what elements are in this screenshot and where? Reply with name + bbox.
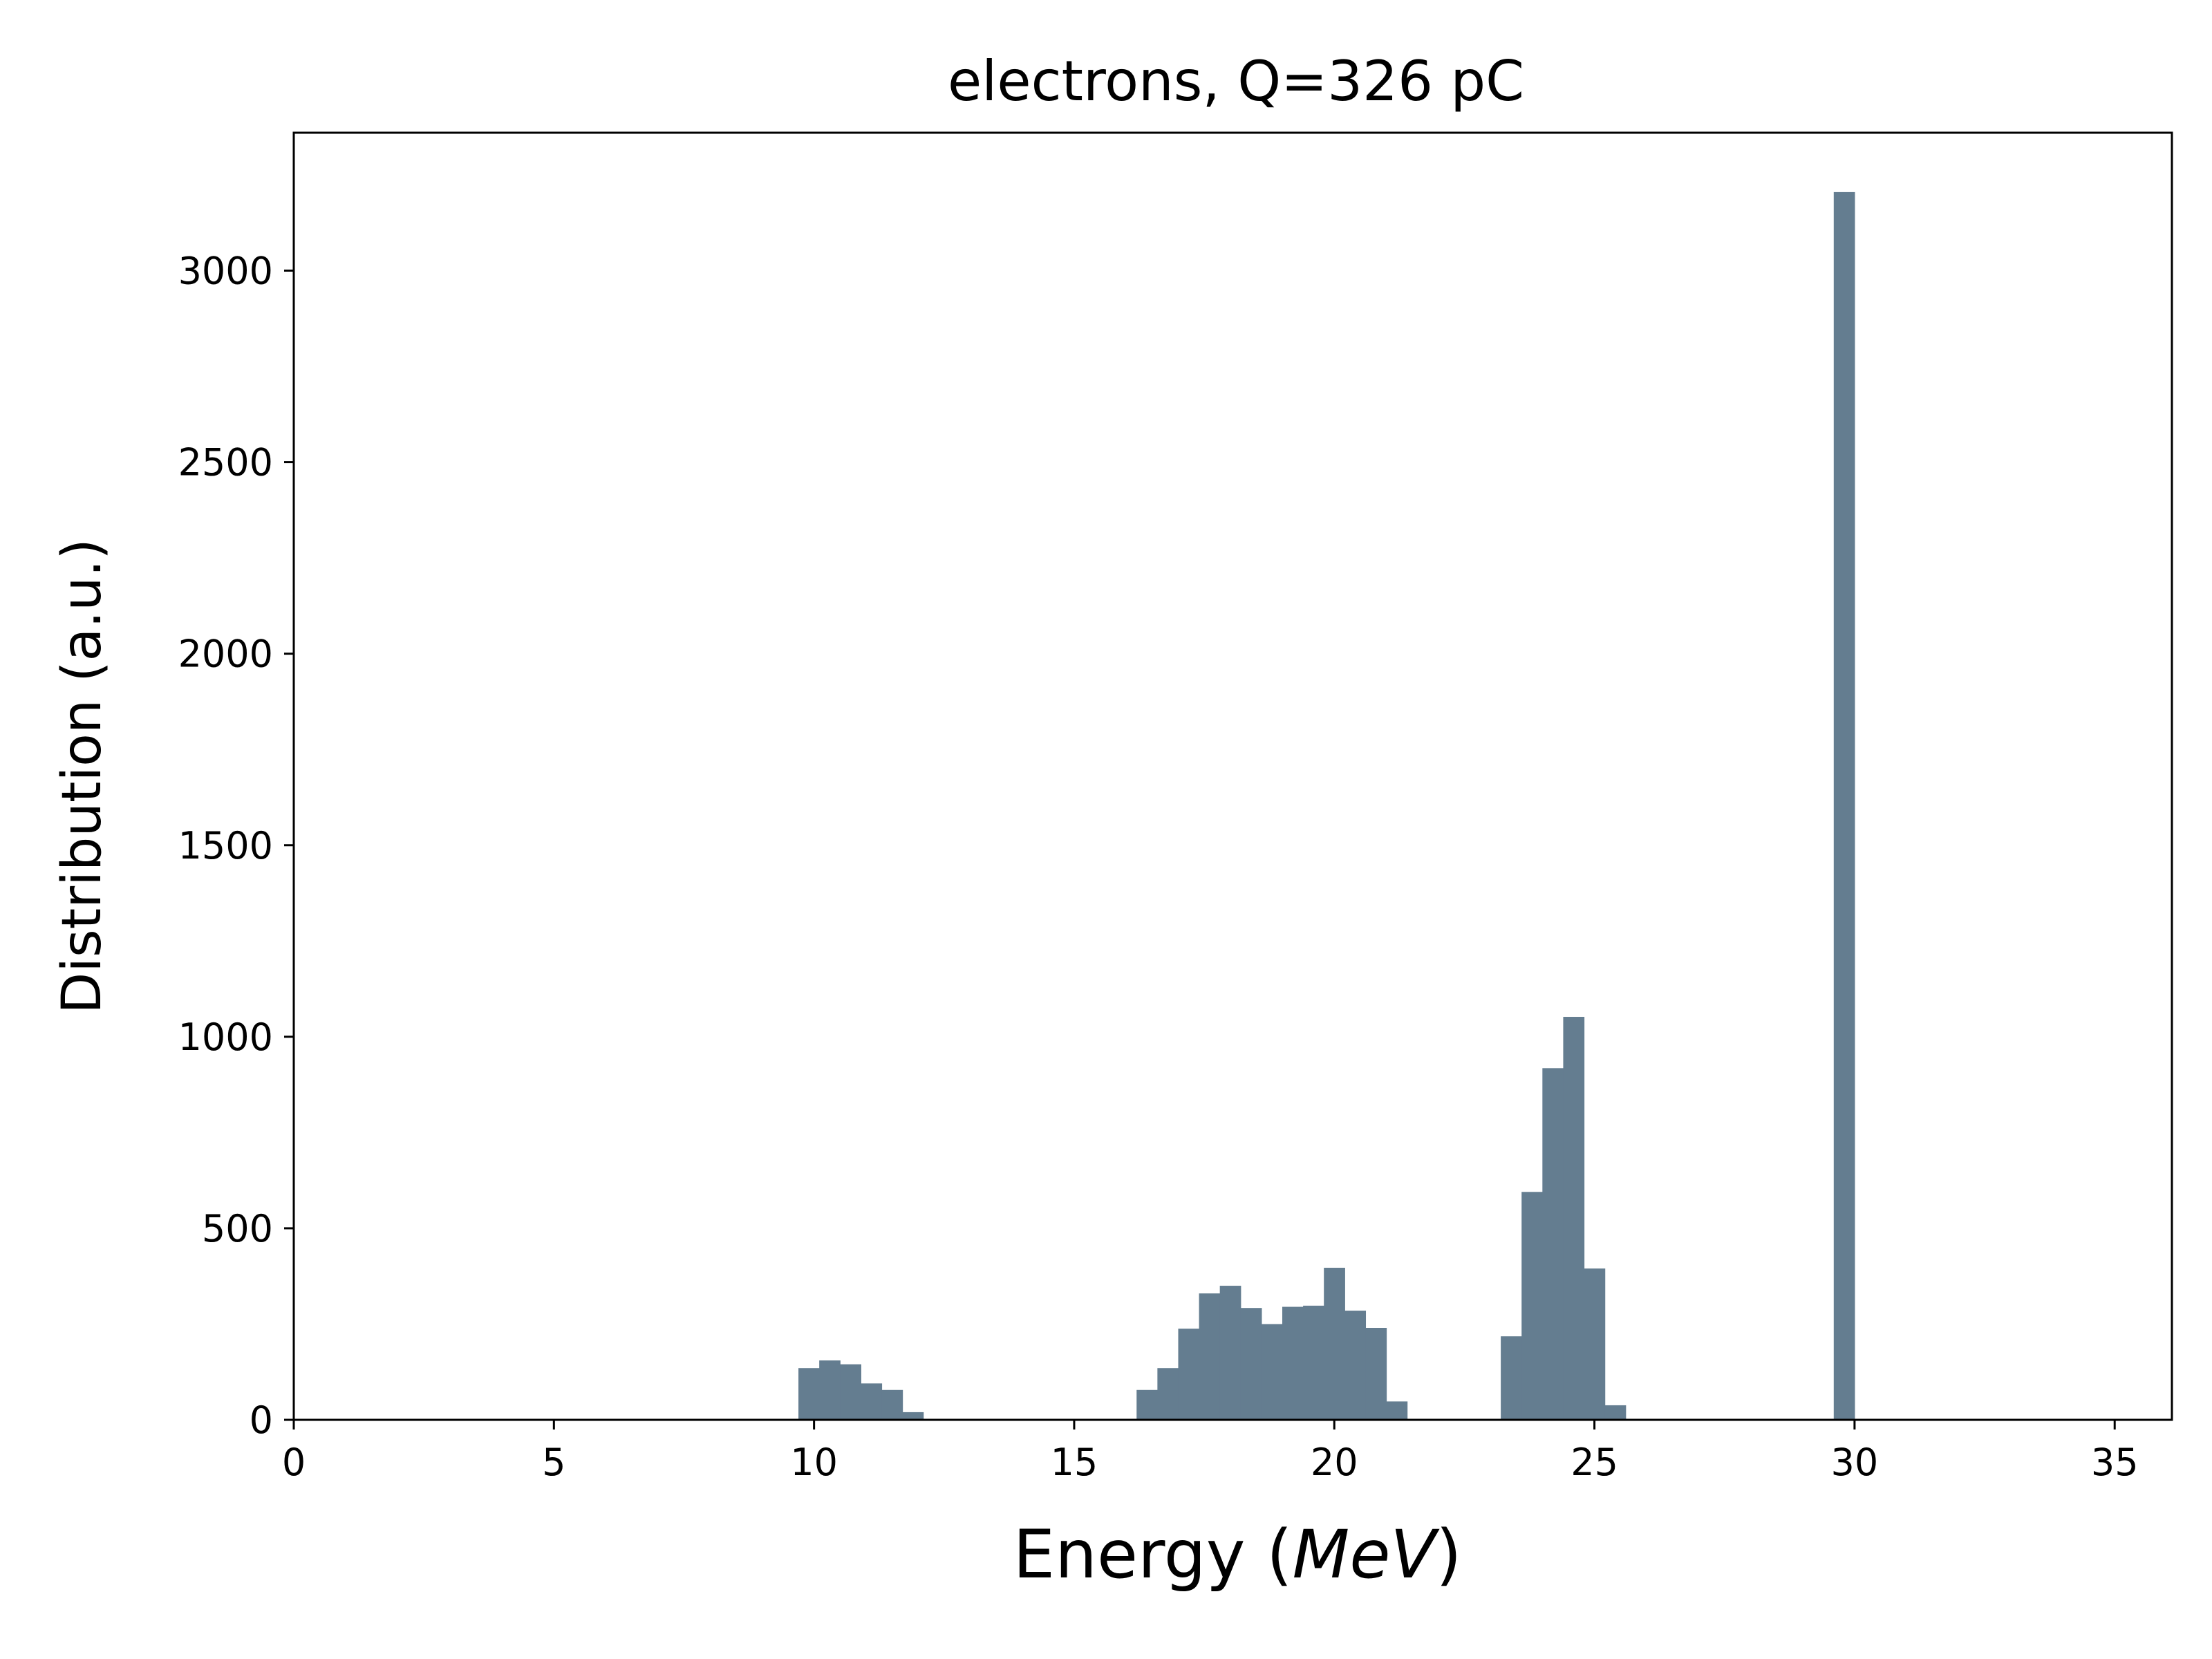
y-tick-label-3: 1500 bbox=[178, 824, 273, 868]
x-axis-ticks: 0 5 10 15 20 25 30 35 bbox=[282, 1420, 2139, 1484]
x-tick-label-1: 5 bbox=[542, 1441, 565, 1484]
histogram-bar-3 bbox=[861, 1383, 883, 1420]
histogram-bar-18 bbox=[1386, 1401, 1408, 1420]
histogram-bar-6 bbox=[1136, 1389, 1158, 1420]
x-tick-label-4: 20 bbox=[1311, 1441, 1358, 1484]
plot-frame bbox=[292, 131, 2173, 1421]
y-tick-label-2: 1000 bbox=[178, 1015, 273, 1059]
histogram-bar-14 bbox=[1303, 1305, 1324, 1420]
histogram-bar-15 bbox=[1324, 1268, 1345, 1420]
histogram-bar-2 bbox=[840, 1364, 861, 1420]
x-tick-label-7: 35 bbox=[2091, 1441, 2139, 1484]
histogram-bar-11 bbox=[1240, 1308, 1262, 1420]
histogram-bar-13 bbox=[1282, 1306, 1304, 1420]
histogram-bar-12 bbox=[1261, 1324, 1283, 1420]
y-tick-label-6: 3000 bbox=[178, 250, 273, 293]
histogram-bar-24 bbox=[1604, 1405, 1627, 1420]
histogram-bar-23 bbox=[1584, 1268, 1606, 1420]
histogram-bar-16 bbox=[1344, 1311, 1367, 1420]
histogram-bar-9 bbox=[1199, 1293, 1221, 1421]
x-axis-label-unit: MeV bbox=[1293, 1516, 1441, 1593]
x-tick-label-3: 15 bbox=[1051, 1441, 1098, 1484]
histogram-bar-5 bbox=[902, 1412, 924, 1420]
x-tick-label-5: 25 bbox=[1571, 1441, 1618, 1484]
histogram-bar-0 bbox=[798, 1368, 820, 1420]
histogram-bar-21 bbox=[1542, 1068, 1564, 1420]
histogram-bar-22 bbox=[1563, 1017, 1585, 1420]
histogram-bar-4 bbox=[881, 1389, 903, 1420]
histogram-bar-10 bbox=[1219, 1286, 1241, 1420]
histogram-bar-7 bbox=[1157, 1368, 1179, 1420]
histogram-bar-1 bbox=[819, 1360, 841, 1420]
histogram-bar-20 bbox=[1521, 1192, 1543, 1420]
y-tick-label-5: 2500 bbox=[178, 441, 273, 485]
x-tick-label-0: 0 bbox=[282, 1441, 306, 1484]
x-tick-label-2: 10 bbox=[790, 1441, 838, 1484]
y-tick-label-1: 500 bbox=[202, 1207, 273, 1250]
x-axis-label-text: Energy ( bbox=[1013, 1516, 1292, 1593]
chart-title: electrons, Q=326 pC bbox=[948, 49, 1524, 113]
x-axis-label: Energy (MeV) bbox=[1013, 1516, 1461, 1593]
bars-group bbox=[798, 191, 1855, 1421]
y-tick-label-4: 2000 bbox=[178, 632, 273, 676]
y-tick-label-0: 0 bbox=[250, 1398, 273, 1442]
histogram-bar-8 bbox=[1178, 1329, 1200, 1420]
histogram-bar-19 bbox=[1501, 1336, 1522, 1420]
x-axis-label-close: ) bbox=[1436, 1516, 1461, 1593]
x-tick-label-6: 30 bbox=[1831, 1441, 1879, 1484]
y-axis-label: Distribution (a.u.) bbox=[51, 538, 113, 1014]
y-axis-ticks: 0 500 1000 1500 2000 2500 3000 bbox=[178, 250, 294, 1442]
histogram-bar-25 bbox=[1833, 191, 1855, 1420]
histogram-bar-17 bbox=[1365, 1328, 1387, 1420]
